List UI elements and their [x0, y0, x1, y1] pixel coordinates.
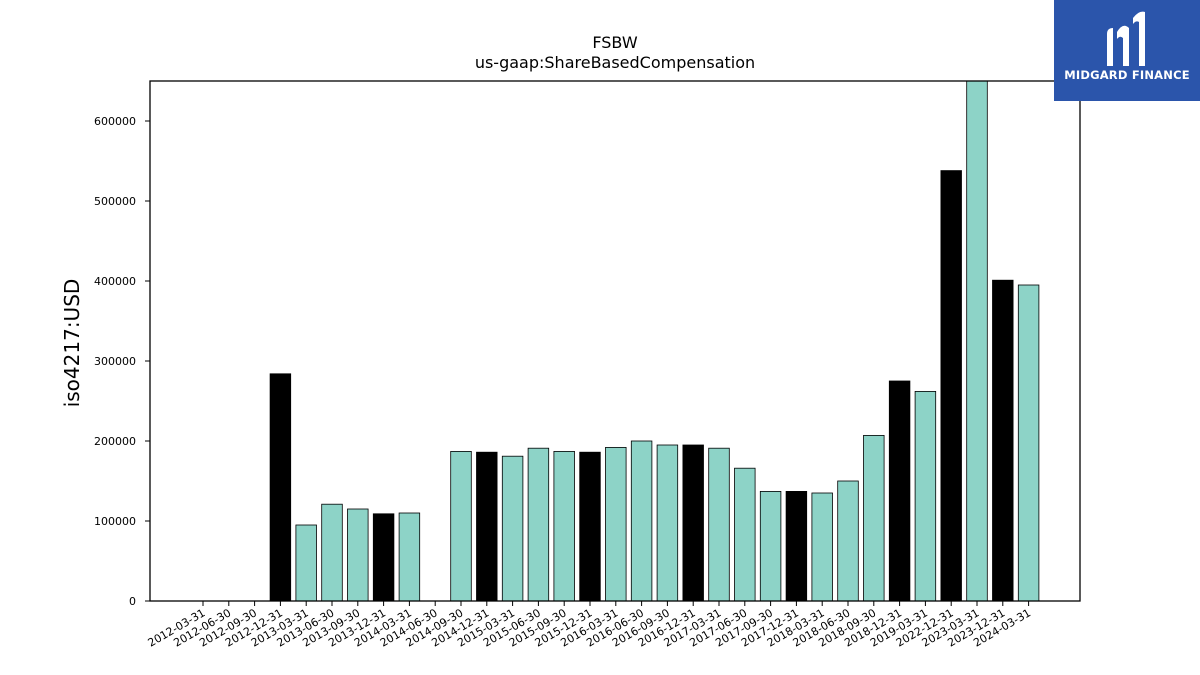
y-tick-label: 600000	[94, 115, 136, 128]
bar-2014-03-31	[398, 512, 421, 602]
bar-2015-12-31	[579, 451, 601, 602]
bar-2013-03-31	[295, 524, 317, 602]
bar-2023-12-31	[992, 279, 1014, 602]
y-tick-label: 300000	[94, 355, 136, 368]
bar-2013-06-30	[321, 503, 343, 602]
bar-2015-06-30	[527, 447, 550, 602]
bar-2016-03-31	[605, 446, 627, 602]
bar-2022-12-31	[940, 170, 962, 602]
brand-name: MIDGARD FINANCE	[1064, 68, 1190, 82]
bar-2012-12-31	[269, 373, 292, 602]
y-tick-label: 500000	[94, 195, 136, 208]
bar-2018-09-30	[863, 434, 885, 602]
bar-2018-03-31	[811, 492, 833, 602]
bar-2017-09-30	[759, 490, 782, 602]
bar-2015-03-31	[501, 455, 524, 602]
y-tick-label: 0	[129, 595, 136, 608]
x-axis: 2012-03-312012-06-302012-09-302012-12-31…	[146, 601, 1033, 650]
y-tick-label: 100000	[94, 515, 136, 528]
bar-2018-12-31	[888, 380, 911, 602]
bar-2014-09-30	[450, 450, 472, 602]
bar-2024-03-31	[1017, 284, 1040, 602]
y-tick-label: 400000	[94, 275, 136, 288]
bar-2019-03-31	[914, 390, 937, 602]
bar-2016-12-31	[682, 444, 704, 602]
chart-title: FSBW	[592, 33, 637, 52]
bar-2016-06-30	[630, 440, 653, 602]
bar-2023-03-31	[966, 80, 988, 602]
y-axis-label: iso4217:USD	[60, 279, 84, 408]
y-axis: 0 100000 200000 300000 400000 500000 600000	[94, 115, 150, 608]
bar-2013-09-30	[347, 508, 369, 602]
bar-2015-09-30	[553, 450, 575, 602]
midgard-logo-icon	[1107, 11, 1145, 66]
brand-logo: MIDGARD FINANCE	[1054, 0, 1200, 101]
bar-2013-12-31	[372, 513, 395, 602]
bar-2014-12-31	[476, 451, 498, 602]
bar-2017-03-31	[708, 447, 730, 602]
bar-2017-06-30	[734, 467, 756, 602]
chart-subtitle: us-gaap:ShareBasedCompensation	[475, 53, 755, 72]
bar-2018-06-30	[837, 480, 859, 602]
plot-frame	[149, 80, 1081, 602]
y-tick-label: 200000	[94, 435, 136, 448]
bar-2017-12-31	[785, 490, 808, 602]
bar-2016-09-30	[656, 444, 679, 602]
bars-group	[269, 80, 1040, 602]
